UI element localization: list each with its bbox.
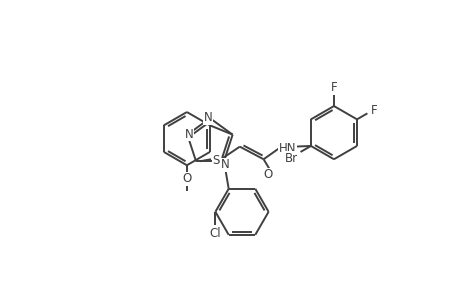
Text: S: S <box>212 154 219 167</box>
Text: HN: HN <box>278 142 296 155</box>
Text: F: F <box>330 81 336 94</box>
Text: O: O <box>182 172 191 185</box>
Text: Br: Br <box>285 152 298 165</box>
Text: N: N <box>220 158 229 171</box>
Text: N: N <box>185 128 193 141</box>
Text: F: F <box>370 104 377 117</box>
Text: N: N <box>203 111 212 124</box>
Text: O: O <box>263 168 272 181</box>
Text: Cl: Cl <box>209 227 221 240</box>
